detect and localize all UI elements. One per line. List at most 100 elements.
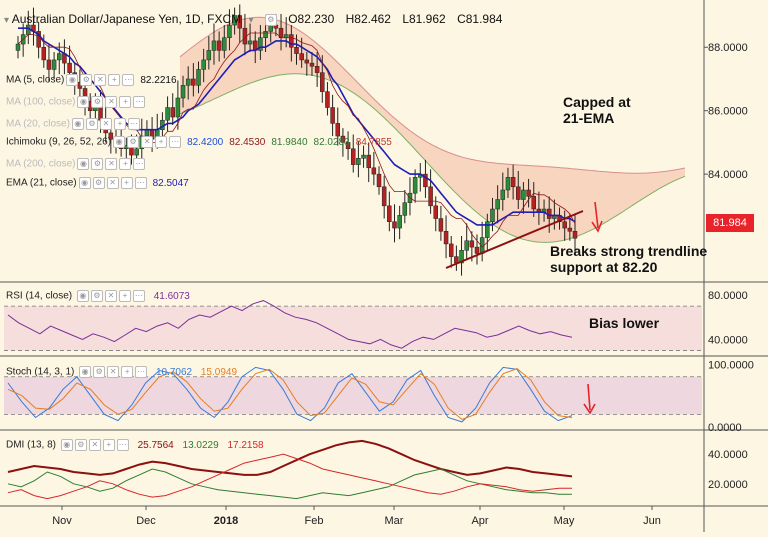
more-icon[interactable]: ⋯ [133, 96, 146, 108]
indicator-label[interactable]: Ichimoku (9, 26, 52, 26) [6, 136, 112, 148]
settings-icon[interactable]: ⚙ [264, 13, 277, 26]
candle-body [490, 208, 495, 222]
candle-body [469, 240, 475, 248]
annotation-breaks: Breaks strong trendline support at 82.20 [550, 243, 708, 275]
gear-icon[interactable]: ⚙ [74, 439, 87, 451]
plus-icon[interactable]: + [119, 158, 132, 170]
gear-icon[interactable]: ⚙ [92, 177, 105, 189]
indicator-label[interactable]: MA (100, close) [6, 96, 76, 108]
eye-icon[interactable]: ◉ [78, 177, 91, 189]
close-icon[interactable]: ✕ [99, 118, 112, 130]
indicator-label[interactable]: MA (200, close) [6, 158, 76, 170]
candle-body [283, 34, 289, 38]
symbol-header: ▾ Australian Dollar/Japanese Yen, 1D, FX… [4, 12, 502, 26]
candle-body [304, 59, 310, 64]
plus-icon[interactable]: + [120, 177, 133, 189]
indicator-label[interactable]: EMA (21, close) [6, 177, 77, 189]
candle-body [335, 123, 341, 137]
eye-icon[interactable]: ◉ [113, 136, 126, 148]
more-icon[interactable]: ⋯ [134, 177, 147, 189]
eye-icon[interactable]: ◉ [76, 290, 89, 302]
more-icon[interactable]: ⋯ [135, 366, 148, 378]
candle-body [500, 189, 506, 200]
gear-icon[interactable]: ⚙ [127, 136, 140, 148]
candle-body [526, 189, 531, 197]
rsi-label[interactable]: RSI (14, close) [6, 290, 73, 302]
annotation-capped: Capped at 21-EMA [563, 94, 631, 126]
gear-icon[interactable]: ⚙ [93, 366, 106, 378]
candle-body [350, 148, 356, 165]
eye-icon[interactable]: ◉ [79, 366, 92, 378]
candle-body [258, 37, 263, 51]
eye-icon[interactable]: ◉ [60, 439, 73, 451]
eye-icon[interactable]: ◉ [66, 74, 79, 86]
chevron-down-icon[interactable]: ▾ [4, 15, 10, 26]
more-icon[interactable]: ⋯ [127, 118, 140, 130]
candle-body [67, 62, 72, 73]
plus-icon[interactable]: + [119, 96, 132, 108]
plus-icon[interactable]: + [108, 74, 121, 86]
indicator-row: MA (5, close) ◉ ⚙ ✕ + ⋯ 82.2216 [6, 74, 177, 86]
candle-body [237, 15, 243, 29]
gear-icon[interactable]: ⚙ [91, 158, 104, 170]
candle-body [134, 148, 139, 156]
dmi-minus-value: 17.2158 [227, 439, 264, 451]
plus-icon[interactable]: + [113, 118, 126, 130]
plus-icon[interactable]: + [118, 290, 131, 302]
candle-body [562, 221, 567, 229]
plus-icon[interactable]: + [102, 439, 115, 451]
eye-icon[interactable]: ◉ [77, 158, 90, 170]
candle-body [485, 221, 490, 238]
candle-body [46, 59, 52, 70]
annotation-bias: Bias lower [589, 315, 660, 331]
more-icon[interactable]: ⋯ [169, 136, 182, 148]
close-icon[interactable]: ✕ [105, 158, 118, 170]
chevron-down-icon[interactable]: ▾ [248, 15, 254, 26]
more-icon[interactable]: ⋯ [132, 290, 145, 302]
candle-body [206, 50, 212, 61]
arrow-down-icon [587, 383, 591, 411]
indicator-value: 81.9840 [271, 136, 308, 148]
gear-icon[interactable]: ⚙ [85, 118, 98, 130]
candle-body [448, 243, 454, 257]
stoch-legend: Stoch (14, 3, 1) ◉ ⚙ ✕ + ⋯ 10.7062 15.0949 [6, 366, 237, 378]
candle-body [222, 37, 227, 51]
eye-icon[interactable]: ◉ [71, 118, 84, 130]
candle-body [36, 31, 41, 48]
close-icon[interactable]: ✕ [105, 96, 118, 108]
close-icon[interactable]: ✕ [106, 177, 119, 189]
indicator-label[interactable]: MA (20, close) [6, 118, 70, 130]
eye-icon[interactable]: ◉ [77, 96, 90, 108]
gear-icon[interactable]: ⚙ [80, 74, 93, 86]
candle-body [402, 202, 408, 216]
candle-body [196, 69, 201, 86]
indicator-label[interactable]: MA (5, close) [6, 74, 65, 86]
stoch-label[interactable]: Stoch (14, 3, 1) [6, 366, 75, 378]
candle-body [572, 230, 578, 239]
close-icon[interactable]: ✕ [107, 366, 120, 378]
candle-body [459, 250, 464, 264]
close-icon[interactable]: ✕ [104, 290, 117, 302]
gear-icon[interactable]: ⚙ [91, 96, 104, 108]
stoch-k-value: 10.7062 [155, 366, 193, 378]
plus-icon[interactable]: + [121, 366, 134, 378]
symbol-title[interactable]: Australian Dollar/Japanese Yen, 1D, FXCM [11, 12, 242, 26]
gear-icon[interactable]: ⚙ [90, 290, 103, 302]
close-icon[interactable]: ✕ [94, 74, 107, 86]
x-tick-label: Apr [471, 515, 488, 527]
dmi-line [7, 468, 572, 500]
candle-body [340, 135, 346, 143]
close-icon[interactable]: ✕ [88, 439, 101, 451]
more-icon[interactable]: ⋯ [116, 439, 129, 451]
dmi-label[interactable]: DMI (13, 8) [6, 439, 57, 451]
plus-icon[interactable]: + [155, 136, 168, 148]
indicator-value: 82.4200 [187, 136, 224, 148]
more-icon[interactable]: ⋯ [133, 158, 146, 170]
more-icon[interactable]: ⋯ [122, 74, 135, 86]
candle-body [345, 142, 351, 150]
x-tick-label: Mar [385, 515, 404, 527]
x-tick-label: Dec [136, 515, 156, 527]
close-value: C81.984 [457, 12, 503, 26]
close-icon[interactable]: ✕ [141, 136, 154, 148]
candle-body [433, 205, 438, 219]
